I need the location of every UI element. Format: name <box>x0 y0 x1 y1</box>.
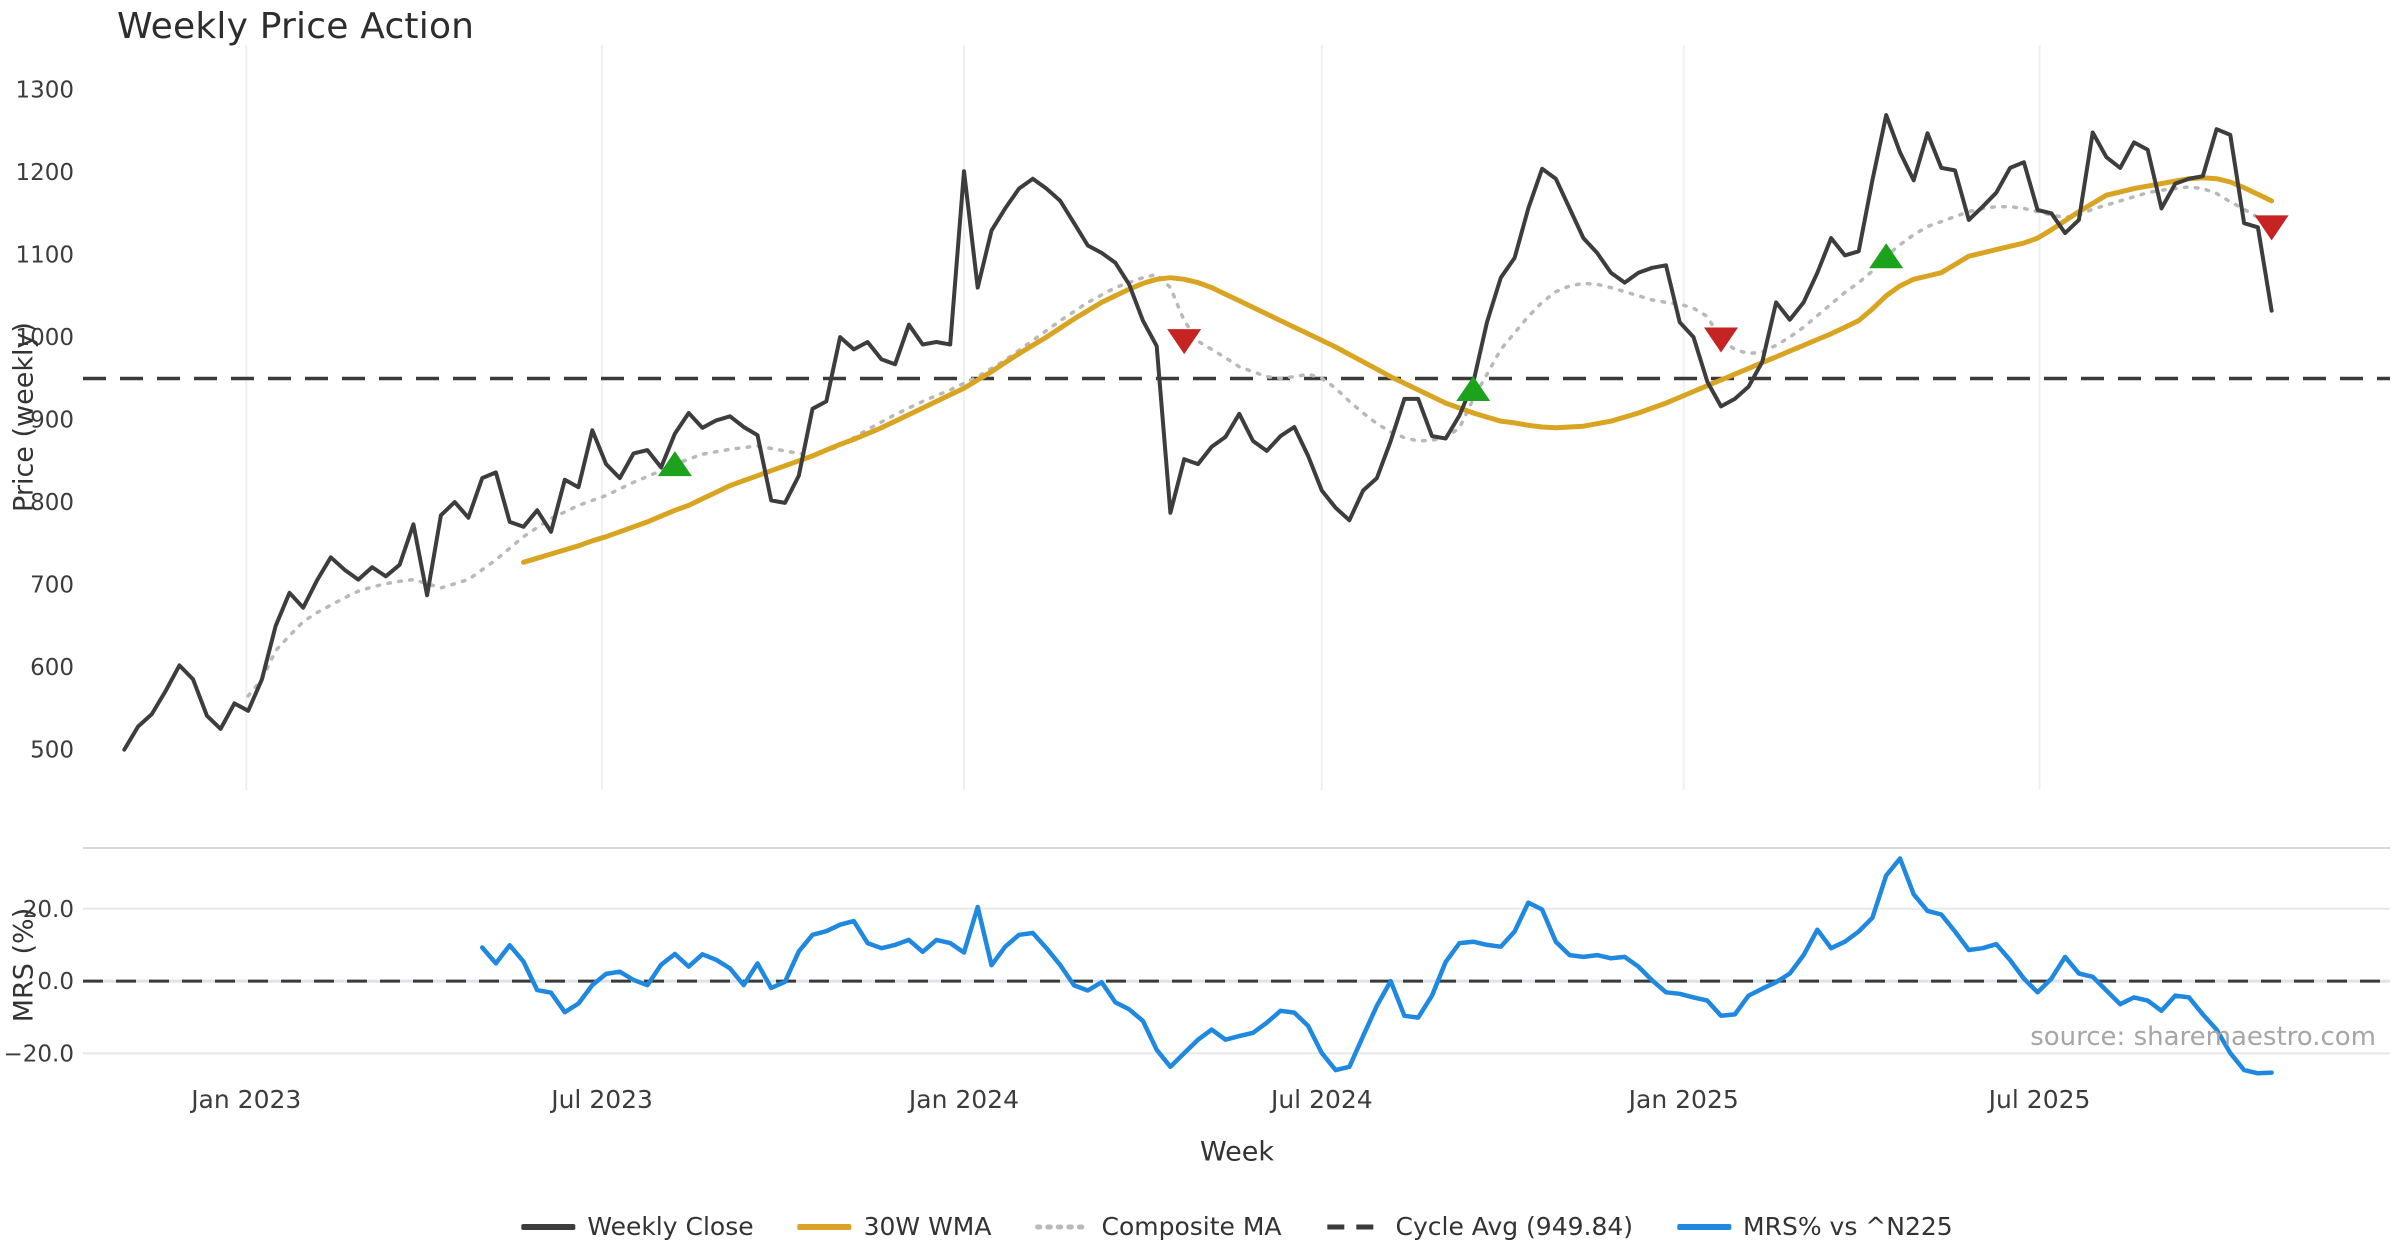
buy-signal-icon <box>1869 243 1904 269</box>
x-tick-label: Jul 2024 <box>1269 1085 1373 1114</box>
price-tick-label: 500 <box>30 738 74 764</box>
buy-signal-icon <box>1456 376 1491 402</box>
mrs-axis-title: MRS (%) <box>8 907 40 1023</box>
legend-item-30w-wma[interactable]: 30W WMA <box>797 1212 992 1241</box>
week-axis-title: Week <box>1200 1136 1274 1168</box>
source-note: source: sharemaestro.com <box>2030 1022 2376 1052</box>
x-tick-label: Jul 2025 <box>1987 1085 2091 1114</box>
price-tick-label: 1100 <box>15 243 74 269</box>
weekly-close-swatch-icon <box>521 1223 576 1230</box>
wma-swatch-icon <box>797 1223 852 1230</box>
legend-item-weekly-close[interactable]: Weekly Close <box>521 1212 754 1241</box>
legend-item-label: MRS% vs ^N225 <box>1743 1212 1953 1241</box>
price-tick-label: 700 <box>30 573 74 599</box>
price-tick-label: 1000 <box>15 325 74 351</box>
sell-signal-icon <box>2254 215 2289 241</box>
x-tick-label: Jan 2023 <box>189 1085 301 1114</box>
mrs-line <box>479 856 2274 1076</box>
cycle-avg-swatch-icon <box>1327 1224 1382 1229</box>
legend-item-composite-ma[interactable]: Composite MA <box>1035 1212 1282 1241</box>
buy-signal-icon <box>657 451 692 477</box>
legend-item-label: Composite MA <box>1101 1212 1282 1241</box>
legend-item-label: Weekly Close <box>587 1212 754 1241</box>
wma-line <box>521 175 2275 565</box>
composite-ma-swatch-icon <box>1035 1224 1090 1229</box>
legend-item-mrs[interactable]: MRS% vs ^N225 <box>1677 1212 1953 1241</box>
price-tick-label: 800 <box>30 490 74 516</box>
legend-item-label: Cycle Avg (949.84) <box>1395 1212 1634 1241</box>
legend-item-label: 30W WMA <box>863 1212 992 1241</box>
price-tick-label: 1200 <box>15 160 74 186</box>
price-tick-label: 1300 <box>15 78 74 104</box>
weekly-close-line <box>122 113 2274 752</box>
composite-ma-line <box>246 185 2274 698</box>
legend: Weekly Close 30W WMA Composite MA Cycle … <box>521 1212 1953 1241</box>
x-tick-label: Jan 2024 <box>907 1085 1019 1114</box>
mrs-tick-label: −20.0 <box>4 1041 74 1067</box>
x-tick-label: Jan 2025 <box>1627 1085 1739 1114</box>
sell-signal-icon <box>1704 327 1739 353</box>
price-tick-label: 600 <box>30 655 74 681</box>
mrs-tick-label: 20.0 <box>23 897 74 923</box>
price-tick-label: 900 <box>30 408 74 434</box>
chart-title: Weekly Price Action <box>117 6 475 47</box>
mrs-tick-label: 0.0 <box>37 969 74 995</box>
price-axis-title: Price (weekly) <box>8 322 40 512</box>
mrs-swatch-icon <box>1677 1223 1732 1230</box>
legend-item-cycle-avg[interactable]: Cycle Avg (949.84) <box>1326 1212 1634 1241</box>
x-tick-label: Jul 2023 <box>549 1085 653 1114</box>
sell-signal-icon <box>1167 329 1202 355</box>
